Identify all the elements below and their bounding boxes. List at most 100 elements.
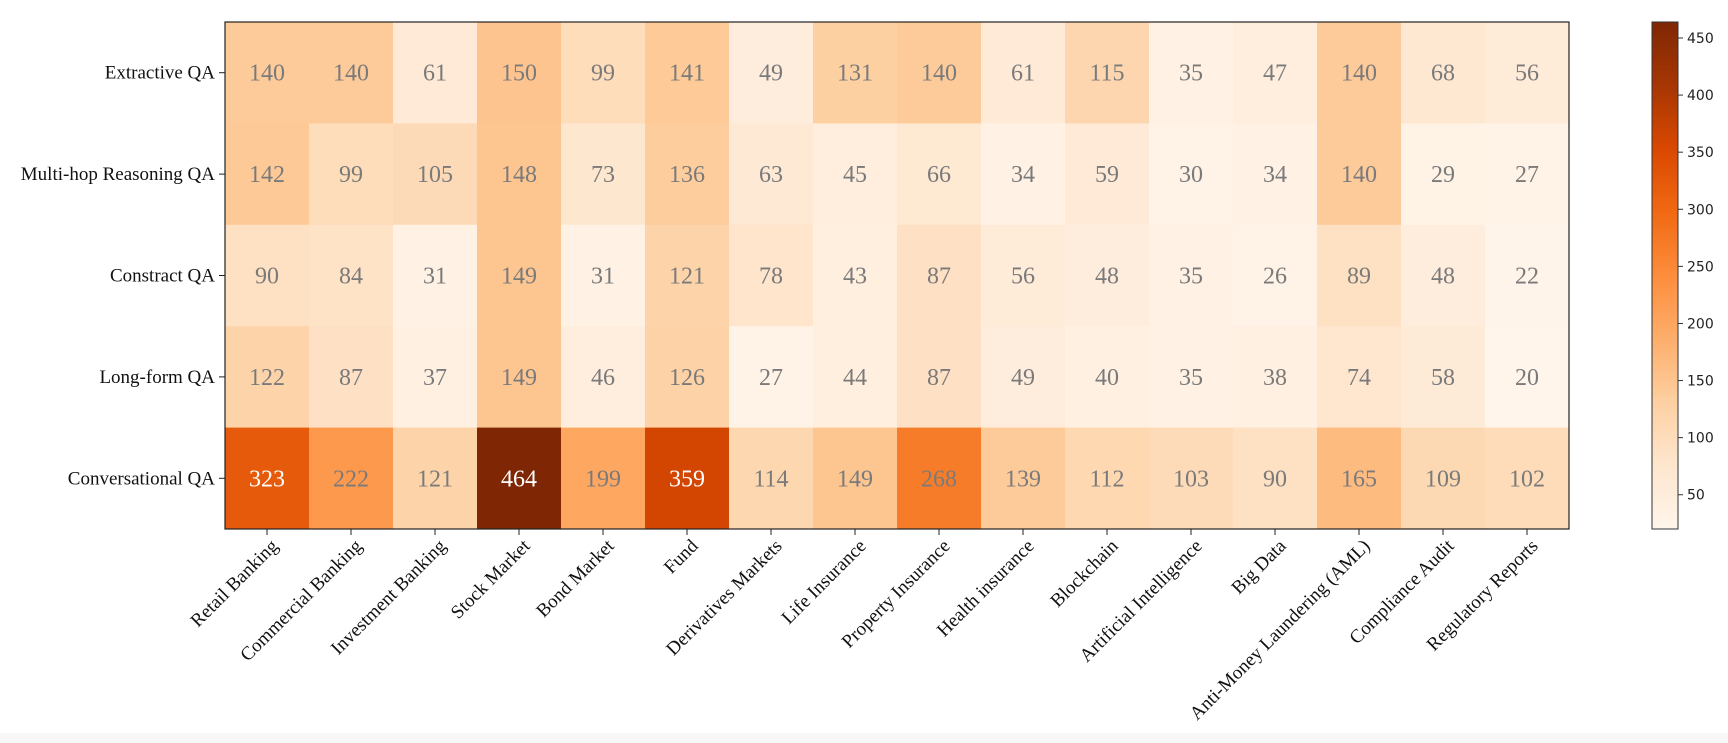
row-label: Multi-hop Reasoning QA [21,164,215,185]
cell-value: 149 [501,365,537,391]
heatmap-cell [1065,22,1150,124]
heatmap-cell [393,123,478,226]
heatmap-cell [309,224,394,327]
colorbar-tick-label: 150 [1687,374,1714,390]
heatmap-cell [981,224,1066,327]
cell-value: 22 [1515,264,1539,290]
heatmap-cell [1401,224,1486,327]
heatmap-cell [981,427,1066,530]
cell-value: 87 [339,365,363,391]
cell-value: 87 [927,264,951,290]
cell-value: 47 [1263,61,1287,87]
heatmap-cell [1401,427,1486,530]
cell-value: 68 [1431,61,1455,87]
heatmap-cell [897,22,982,124]
heatmap-cell [1233,123,1318,226]
cell-value: 27 [759,365,783,391]
cell-value: 73 [591,162,615,188]
cell-value: 49 [759,61,783,87]
cell-value: 165 [1341,466,1377,492]
cell-value: 34 [1263,162,1287,188]
cell-value: 121 [417,466,453,492]
heatmap-cell [1485,123,1570,226]
heatmap-cell [393,22,478,124]
heatmap-cell [1401,326,1486,429]
heatmap-cell [645,427,730,530]
cell-value: 90 [255,264,279,290]
cell-value: 149 [837,466,873,492]
cell-value: 103 [1173,466,1209,492]
cell-value: 109 [1425,466,1461,492]
colorbar-tick-label: 300 [1687,202,1714,218]
colorbar-tick-label: 400 [1687,88,1714,104]
cell-value: 49 [1011,365,1035,391]
heatmap-cell [1485,22,1570,124]
heatmap-cell [813,224,898,327]
row-label: Long-form QA [99,367,215,388]
cell-value: 140 [1341,61,1377,87]
heatmap-cell [981,326,1066,429]
heatmap-cell [561,224,646,327]
heatmap-cell [225,326,310,429]
row-labels: Extractive QA Multi-hop Reasoning QA Const… [21,63,225,489]
cell-value: 114 [753,466,788,492]
heatmap-cell [1233,326,1318,429]
cell-value: 58 [1431,365,1455,391]
cell-value: 141 [669,61,705,87]
cell-value: 359 [669,466,705,492]
heatmap-cell [477,224,562,327]
cell-value: 105 [417,162,453,188]
heatmap-cell [225,224,310,327]
heatmap-cell [1485,427,1570,530]
cell-value: 126 [669,365,705,391]
heatmap-cell [561,22,646,124]
heatmap-cell [645,123,730,226]
cell-value: 115 [1089,61,1124,87]
cell-value: 46 [591,365,615,391]
cell-value: 140 [921,61,957,87]
column-label: Bond Market [532,535,619,622]
heatmap-cell [729,224,814,327]
colorbar-tick-label: 50 [1687,488,1705,504]
heatmap-cell [1065,123,1150,226]
cell-value: 61 [1011,61,1035,87]
cell-value: 84 [339,264,363,290]
cell-value: 140 [333,61,369,87]
heatmap-cell [1065,326,1150,429]
column-label: Blockchain [1046,535,1122,611]
cell-value: 31 [591,264,615,290]
heatmap-cell [1485,326,1570,429]
heatmap-cell [645,22,730,124]
colorbar: 50 100 150 200 250 300 350 400 450 [1651,21,1714,530]
cell-value: 150 [501,61,537,87]
heatmap-cell [813,123,898,226]
cell-value: 37 [423,365,447,391]
cell-value: 27 [1515,162,1539,188]
heatmap-cell [225,123,310,226]
cell-value: 26 [1263,264,1287,290]
cell-value: 99 [591,61,615,87]
heatmap-cell [1317,123,1402,226]
cell-value: 464 [501,466,537,492]
cell-value: 122 [249,365,285,391]
cell-value: 199 [585,466,621,492]
cell-value: 30 [1179,162,1203,188]
cell-value: 131 [837,61,873,87]
cell-value: 31 [423,264,447,290]
cell-value: 56 [1011,264,1035,290]
cell-value: 20 [1515,365,1539,391]
row-label: Extractive QA [105,63,216,84]
row-label: Constract QA [110,266,215,287]
column-label: Fund [660,535,703,578]
cell-value: 136 [669,162,705,188]
heatmap-cell [1149,22,1234,124]
colorbar-tick-label: 450 [1687,31,1714,47]
cell-value: 56 [1515,61,1539,87]
heatmap-cell [813,326,898,429]
heatmap-cell [477,22,562,124]
heatmap-cell [1065,427,1150,530]
heatmap-cell [1317,22,1402,124]
heatmap-cell [645,326,730,429]
heatmap-cell [1317,427,1402,530]
